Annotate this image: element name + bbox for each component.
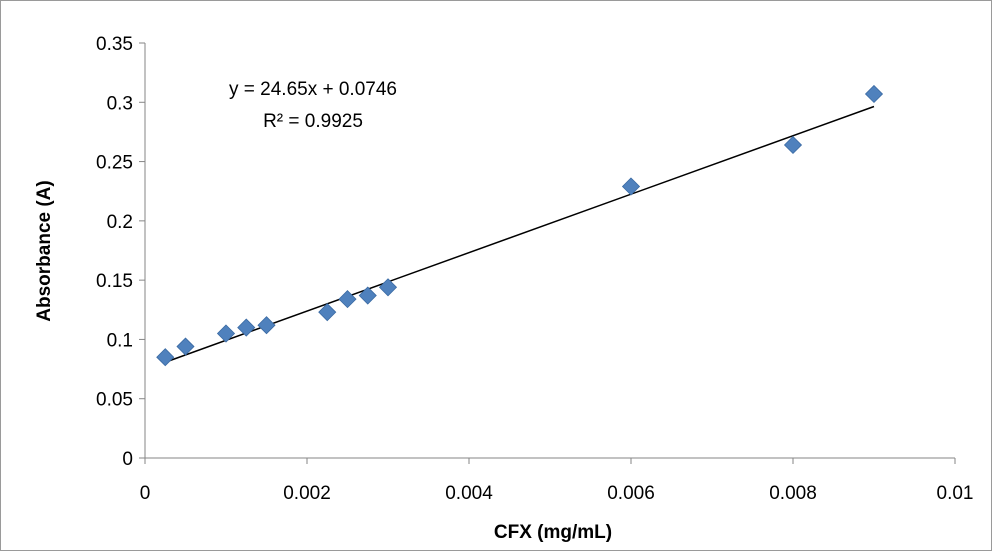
data-point	[378, 278, 398, 297]
x-tick-label: 0.008	[769, 483, 817, 504]
x-tick-label: 0.01	[937, 483, 974, 504]
data-point	[237, 318, 256, 337]
x-tick-labels: 0 0.002 0.004 0.006 0.008 0.01	[140, 458, 974, 504]
x-tick-label: 0	[140, 483, 151, 504]
data-point	[358, 286, 377, 305]
data-point	[864, 84, 884, 104]
trendline	[164, 105, 875, 363]
y-tick-label: 0.25	[96, 153, 133, 174]
y-tick-label: 0.05	[96, 390, 133, 411]
x-tick-label: 0.004	[445, 483, 493, 504]
y-tick-label: 0.35	[96, 34, 133, 55]
axes	[144, 43, 955, 459]
data-point	[156, 348, 175, 367]
y-axis-title: Absorbance (A)	[34, 180, 55, 321]
data-point	[257, 316, 276, 335]
y-tick-label: 0.15	[96, 271, 133, 292]
y-tick-label: 0.1	[107, 330, 133, 351]
x-axis-title: CFX (mg/mL)	[494, 522, 612, 543]
r-squared-label: R² = 0.9925	[263, 111, 363, 132]
data-point	[338, 290, 357, 309]
data-point	[318, 303, 337, 322]
data-point	[783, 135, 803, 155]
y-tick-labels: 0 0.05 0.1 0.15 0.2 0.25 0.3 0.35	[96, 34, 145, 470]
data-point	[621, 177, 641, 196]
equation-label: y = 24.65x + 0.0746	[229, 79, 397, 100]
y-tick-label: 0	[122, 449, 133, 470]
x-tick-label: 0.002	[283, 483, 331, 504]
x-tick-label: 0.006	[607, 483, 655, 504]
data-points	[156, 84, 884, 367]
data-point	[176, 337, 195, 356]
y-tick-label: 0.2	[107, 212, 133, 233]
y-tick-label: 0.3	[107, 93, 133, 114]
data-point	[216, 324, 236, 343]
